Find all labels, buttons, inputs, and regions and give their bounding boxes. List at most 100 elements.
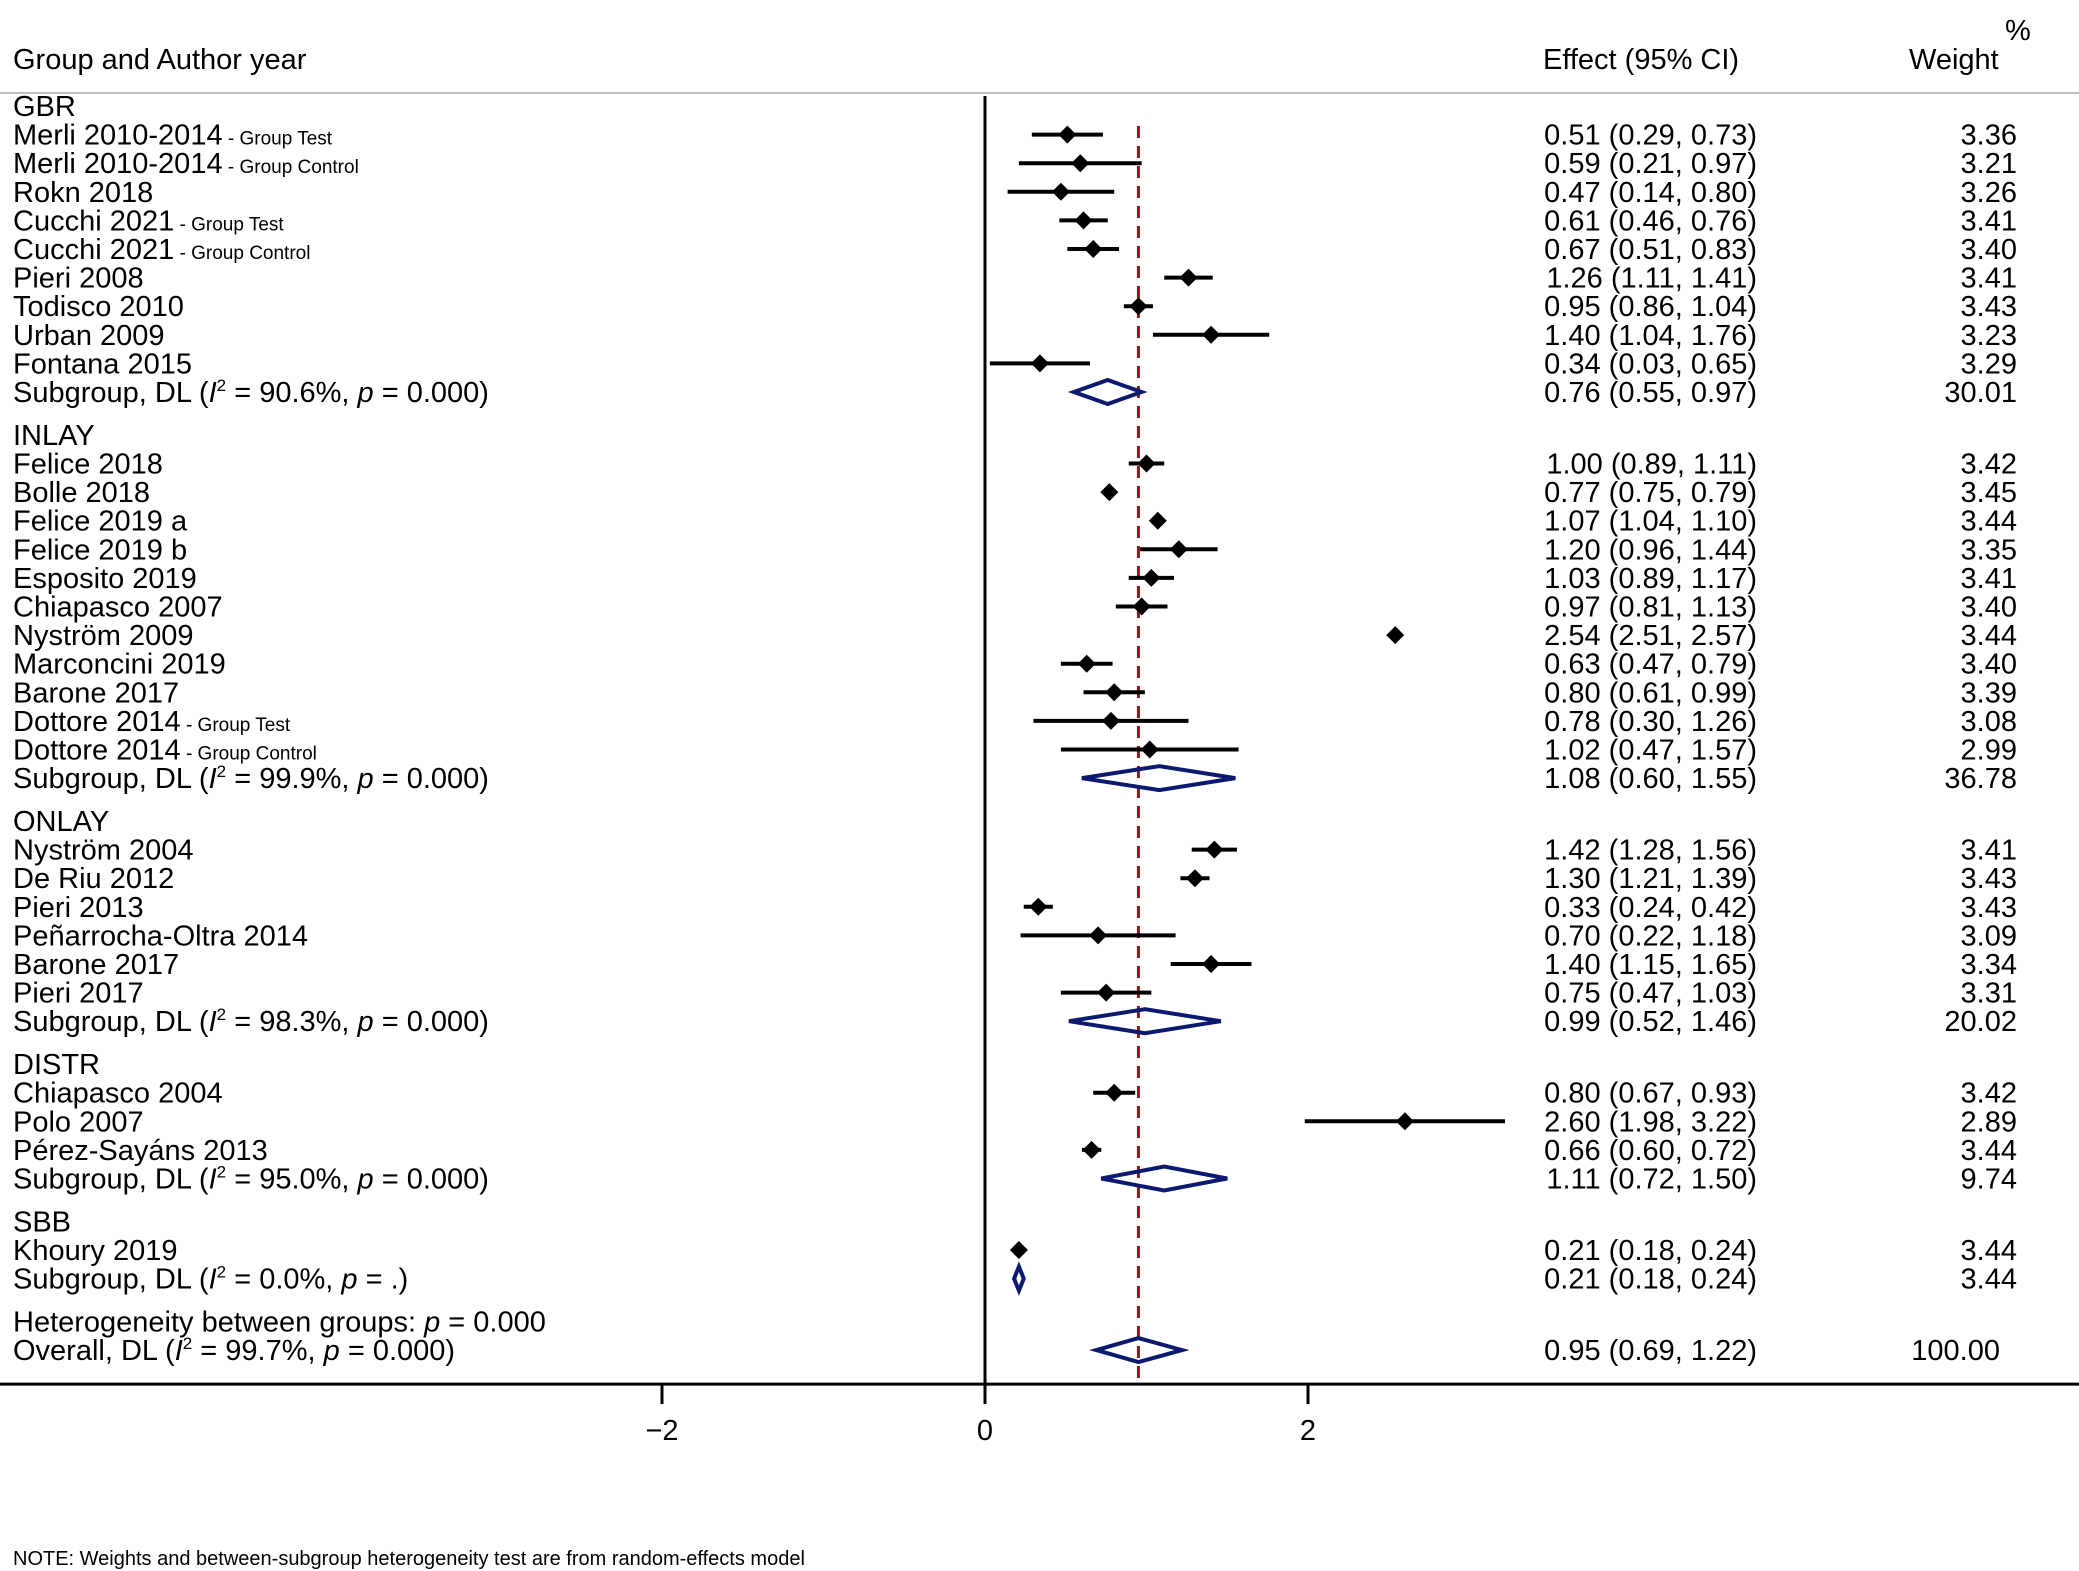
group-gbr-study-8-point [1202, 325, 1221, 344]
group-inlay-study-5-label: Esposito 2019 [13, 563, 197, 595]
group-inlay-study-11-effect: 1.02 (0.47, 1.57) [1544, 735, 1757, 767]
group-gbr-study-8-label: Urban 2009 [13, 320, 165, 352]
group-distr-study-3-point [1082, 1140, 1101, 1159]
group-distr-study-2-point [1395, 1112, 1414, 1131]
group-inlay-study-5-effect: 1.03 (0.89, 1.17) [1544, 563, 1757, 595]
group-distr-subgroup-weight: 9.74 [1961, 1164, 2017, 1196]
group-distr-study-1-effect: 0.80 (0.67, 0.93) [1544, 1078, 1757, 1110]
overall-diamond [1089, 1336, 1190, 1365]
group-distr-study-2-weight: 2.89 [1961, 1106, 2017, 1138]
group-inlay-study-7-point [1386, 626, 1405, 645]
group-distr-study-1-weight: 3.42 [1961, 1078, 2017, 1110]
group-sbb-study-1-label: Khoury 2019 [13, 1235, 177, 1267]
group-inlay-study-1-point [1137, 454, 1156, 473]
group-inlay-study-7-label: Nyström 2009 [13, 620, 194, 652]
group-onlay-subgroup-weight: 20.02 [1944, 1006, 2017, 1038]
group-gbr-study-5-label: Cucchi 2021 - Group Control [13, 234, 310, 266]
group-onlay-study-6-weight: 3.31 [1961, 978, 2017, 1010]
group-gbr-study-3-point [1051, 182, 1070, 201]
group-inlay-study-10-effect: 0.78 (0.30, 1.26) [1544, 706, 1757, 738]
group-onlay-study-4-weight: 3.09 [1961, 920, 2017, 952]
x-tick-label-1: 0 [977, 1415, 993, 1447]
group-inlay-study-6-weight: 3.40 [1961, 592, 2017, 624]
group-gbr-study-9-point [1030, 354, 1049, 373]
group-onlay-study-2-weight: 3.43 [1961, 863, 2017, 895]
group-gbr-subgroup-diamond [1067, 377, 1148, 407]
group-distr-subgroup-label: Subgroup, DL (I2 = 95.0%, p = 0.000) [13, 1163, 489, 1196]
group-sbb-subgroup-label: Subgroup, DL (I2 = 0.0%, p = .) [13, 1263, 408, 1296]
group-inlay-study-3-weight: 3.44 [1961, 506, 2017, 538]
group-inlay-study-2-label: Bolle 2018 [13, 477, 150, 509]
group-distr-label: DISTR [13, 1049, 100, 1081]
group-distr-subgroup-diamond [1100, 1164, 1228, 1193]
group-sbb-study-1-weight: 3.44 [1961, 1235, 2017, 1267]
group-onlay-study-5-effect: 1.40 (1.15, 1.65) [1544, 949, 1757, 981]
group-inlay-subgroup-label: Subgroup, DL (I2 = 99.9%, p = 0.000) [13, 762, 489, 795]
group-inlay-study-10-point [1101, 711, 1120, 730]
group-onlay-study-5-point [1202, 955, 1221, 973]
weight-column-header: Weight [1909, 44, 1999, 76]
group-onlay-study-4-label: Peñarrocha-Oltra 2014 [13, 920, 308, 952]
x-tick-label-2: 2 [1300, 1415, 1316, 1447]
group-distr-study-2-label: Polo 2007 [13, 1106, 144, 1138]
group-inlay-study-6-point [1132, 597, 1151, 616]
group-gbr-study-1-point [1058, 125, 1077, 144]
x-tick-label-0: −2 [645, 1415, 678, 1447]
group-gbr-study-5-effect: 0.67 (0.51, 0.83) [1544, 234, 1757, 266]
group-inlay-study-4-label: Felice 2019 b [13, 534, 187, 566]
group-inlay-study-9-weight: 3.39 [1961, 677, 2017, 709]
group-onlay-study-3-effect: 0.33 (0.24, 0.42) [1544, 892, 1757, 924]
group-gbr-study-7-label: Todisco 2010 [13, 291, 184, 323]
group-distr-study-3-effect: 0.66 (0.60, 0.72) [1544, 1135, 1757, 1167]
group-gbr-subgroup-effect: 0.76 (0.55, 0.97) [1544, 377, 1757, 409]
group-gbr-study-2-label: Merli 2010-2014 - Group Control [13, 148, 359, 180]
group-gbr-study-6-point [1179, 268, 1198, 287]
weight-percent-header: % [2005, 15, 2031, 47]
group-gbr-study-2-effect: 0.59 (0.21, 0.97) [1544, 148, 1757, 180]
group-onlay-study-6-effect: 0.75 (0.47, 1.03) [1544, 978, 1757, 1010]
group-sbb-subgroup-weight: 3.44 [1961, 1264, 2017, 1296]
overall-label: Overall, DL (I2 = 99.7%, p = 0.000) [13, 1334, 455, 1367]
group-gbr-study-4-point [1074, 211, 1093, 230]
group-column-header: Group and Author year [13, 44, 307, 76]
group-distr-study-3-weight: 3.44 [1961, 1135, 2017, 1167]
group-inlay-study-11-weight: 2.99 [1961, 735, 2017, 767]
group-onlay-study-3-weight: 3.43 [1961, 892, 2017, 924]
group-gbr-study-9-effect: 0.34 (0.03, 0.65) [1544, 348, 1757, 380]
group-gbr-study-9-weight: 3.29 [1961, 348, 2017, 380]
group-onlay-study-4-effect: 0.70 (0.22, 1.18) [1544, 920, 1757, 952]
group-onlay-study-3-point [1029, 897, 1048, 916]
group-gbr-study-4-effect: 0.61 (0.46, 0.76) [1544, 205, 1757, 237]
group-gbr-study-4-label: Cucchi 2021 - Group Test [13, 205, 284, 237]
group-gbr-study-5-weight: 3.40 [1961, 234, 2017, 266]
group-inlay-study-9-effect: 0.80 (0.61, 0.99) [1544, 677, 1757, 709]
overall-effect: 0.95 (0.69, 1.22) [1544, 1335, 1757, 1367]
group-onlay-study-3-label: Pieri 2013 [13, 892, 144, 924]
group-inlay-study-3-point [1148, 511, 1167, 530]
group-onlay-study-5-label: Barone 2017 [13, 949, 179, 981]
group-gbr-study-4-weight: 3.41 [1961, 205, 2017, 237]
group-sbb-study-1-effect: 0.21 (0.18, 0.24) [1544, 1235, 1757, 1267]
x-axis: −2 0 2 [0, 1382, 2079, 1447]
group-distr-subgroup-effect: 1.11 (0.72, 1.50) [1546, 1164, 1757, 1196]
group-gbr-study-2-point [1071, 154, 1090, 173]
group-inlay-subgroup-diamond [1081, 764, 1236, 793]
group-onlay-study-1-label: Nyström 2004 [13, 835, 194, 867]
group-inlay-subgroup-weight: 36.78 [1944, 763, 2017, 795]
group-gbr-label: GBR [13, 91, 76, 123]
overall-weight: 100.00 [1911, 1335, 2000, 1367]
group-gbr-study-6-weight: 3.41 [1961, 263, 2017, 295]
group-inlay-study-8-label: Marconcini 2019 [13, 649, 226, 681]
group-gbr-study-1-weight: 3.36 [1961, 120, 2017, 152]
group-inlay-study-4-weight: 3.35 [1961, 534, 2017, 566]
group-gbr-study-8-weight: 3.23 [1961, 320, 2017, 352]
group-sbb-label: SBB [13, 1206, 71, 1238]
group-onlay-study-2-label: De Riu 2012 [13, 863, 174, 895]
group-onlay-study-2-effect: 1.30 (1.21, 1.39) [1544, 863, 1757, 895]
group-inlay-study-3-effect: 1.07 (1.04, 1.10) [1544, 506, 1757, 538]
group-onlay-study-2-point [1185, 869, 1204, 888]
footnote: NOTE: Weights and between-subgroup heter… [13, 1548, 805, 1570]
group-gbr-study-1-label: Merli 2010-2014 - Group Test [13, 120, 333, 152]
group-inlay-study-4-effect: 1.20 (0.96, 1.44) [1544, 534, 1757, 566]
